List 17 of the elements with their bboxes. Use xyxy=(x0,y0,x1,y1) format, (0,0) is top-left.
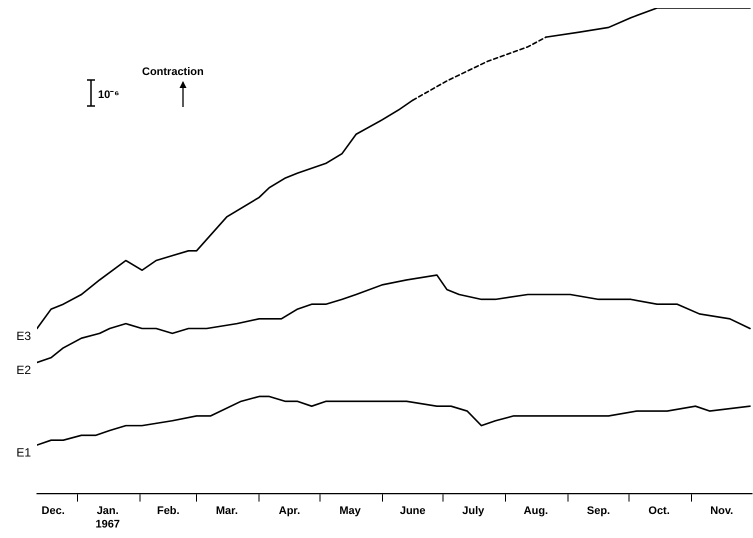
x-tick-label: Feb. xyxy=(156,505,180,518)
x-tick-label: June xyxy=(400,505,426,518)
series-label: E2 xyxy=(16,362,32,377)
x-tick-label: Aug. xyxy=(524,505,548,518)
series-label: E3 xyxy=(16,328,32,343)
x-tick-label: Nov. xyxy=(710,505,734,518)
x-tick-label: Jan. 1967 xyxy=(95,505,120,530)
x-tick-label: Sep. xyxy=(586,505,610,518)
x-tick-label: Apr. xyxy=(278,505,300,518)
annotation: Contraction xyxy=(142,66,204,78)
x-tick-label: July xyxy=(462,505,486,518)
series-label: E1 xyxy=(16,445,32,460)
x-tick-label: Oct. xyxy=(648,505,670,518)
annotation: 10⁻⁶ xyxy=(98,88,120,101)
x-tick-label: Dec. xyxy=(42,505,65,518)
x-tick-label: May xyxy=(339,505,362,518)
x-tick-label: Mar. xyxy=(216,505,238,518)
